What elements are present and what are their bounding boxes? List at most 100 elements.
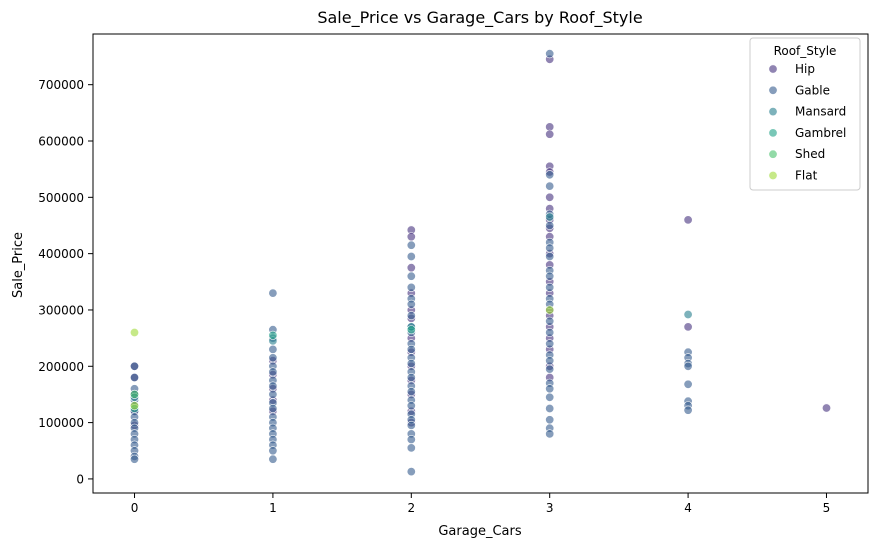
data-point-gable-95 xyxy=(683,405,693,415)
data-point-mansard-3 xyxy=(545,212,555,222)
data-point-gable-27 xyxy=(268,403,278,413)
data-point-gable-1 xyxy=(130,372,140,382)
y-tick-label: 0 xyxy=(76,472,84,486)
data-point-gable-20 xyxy=(268,353,278,363)
data-point-gable-91 xyxy=(683,361,693,371)
data-point-hip-46 xyxy=(821,403,831,413)
data-point-gambrel-1 xyxy=(268,330,278,340)
data-point-gable-80 xyxy=(545,364,555,374)
data-point-gable-15 xyxy=(130,454,140,464)
data-point-hip-25 xyxy=(545,129,555,139)
legend-marker-gambrel xyxy=(768,128,778,138)
data-point-shed-0 xyxy=(130,389,140,399)
x-tick-label: 5 xyxy=(823,501,831,515)
data-point-gable-68 xyxy=(545,243,555,253)
data-point-gable-62 xyxy=(545,49,555,59)
data-point-gable-41 xyxy=(406,299,416,309)
data-point-gable-85 xyxy=(545,415,555,425)
data-point-gable-64 xyxy=(545,181,555,191)
legend-label-flat: Flat xyxy=(795,169,818,183)
data-point-gable-57 xyxy=(406,420,416,430)
data-point-hip-11 xyxy=(406,232,416,242)
legend-label-hip: Hip xyxy=(795,62,815,76)
data-point-gable-0 xyxy=(130,361,140,371)
data-point-gable-52 xyxy=(406,387,416,397)
legend-title: Roof_Style xyxy=(774,44,837,58)
legend-label-gambrel: Gambrel xyxy=(795,126,846,140)
legend-label-shed: Shed xyxy=(795,147,825,161)
data-point-gable-35 xyxy=(268,454,278,464)
data-point-gable-25 xyxy=(268,389,278,399)
legend-label-gable: Gable xyxy=(795,83,830,97)
data-point-gable-19 xyxy=(268,344,278,354)
data-point-gable-36 xyxy=(406,240,416,250)
data-point-gable-39 xyxy=(406,282,416,292)
data-point-hip-44 xyxy=(683,215,693,225)
y-axis: 0 100000 200000 300000 400000 500000 600000 700… xyxy=(38,78,93,486)
data-point-gable-79 xyxy=(545,356,555,366)
y-axis-label: Sale_Price xyxy=(11,232,26,298)
data-point-gable-84 xyxy=(545,403,555,413)
data-point-gable-61 xyxy=(406,467,416,477)
data-point-gable-76 xyxy=(545,327,555,337)
data-point-gable-66 xyxy=(545,221,555,231)
data-point-hip-12 xyxy=(406,263,416,273)
x-tick-label: 3 xyxy=(546,501,554,515)
y-tick-label: 600000 xyxy=(38,135,84,149)
data-point-gable-54 xyxy=(406,401,416,411)
data-point-gable-69 xyxy=(545,252,555,262)
data-point-flat-0 xyxy=(130,327,140,337)
data-point-mansard-4 xyxy=(683,309,693,319)
data-point-gable-38 xyxy=(406,271,416,281)
data-point-gable-72 xyxy=(545,282,555,292)
data-point-hip-45 xyxy=(683,322,693,332)
data-point-gable-48 xyxy=(406,358,416,368)
legend-marker-hip xyxy=(768,64,778,74)
y-tick-label: 100000 xyxy=(38,416,84,430)
x-tick-label: 2 xyxy=(407,501,415,515)
x-axis: 0 1 2 3 4 5 xyxy=(131,493,831,515)
plot-frame xyxy=(92,33,869,494)
data-point-gable-59 xyxy=(406,434,416,444)
data-points xyxy=(130,49,831,477)
data-point-gable-34 xyxy=(268,446,278,456)
y-tick-label: 500000 xyxy=(38,191,84,205)
data-point-gable-63 xyxy=(545,170,555,180)
y-tick-label: 200000 xyxy=(38,360,84,374)
data-point-flat-2 xyxy=(545,305,555,315)
data-point-gable-46 xyxy=(406,344,416,354)
data-point-gable-83 xyxy=(545,392,555,402)
x-tick-label: 0 xyxy=(131,501,139,515)
x-tick-label: 1 xyxy=(269,501,277,515)
legend: Roof_Style Hip Gable Mansard Gambrel Shed Flat xyxy=(749,37,861,191)
data-point-gable-87 xyxy=(545,429,555,439)
x-axis-label: Garage_Cars xyxy=(438,524,521,539)
data-point-gable-60 xyxy=(406,443,416,453)
data-point-gable-82 xyxy=(545,384,555,394)
legend-marker-mansard xyxy=(768,107,778,117)
data-point-hip-28 xyxy=(545,192,555,202)
data-point-gable-42 xyxy=(406,311,416,321)
legend-marker-gable xyxy=(768,85,778,95)
data-point-gable-92 xyxy=(683,379,693,389)
y-tick-label: 300000 xyxy=(38,303,84,317)
data-point-gable-16 xyxy=(268,288,278,298)
data-point-flat-1 xyxy=(130,401,140,411)
data-point-gambrel-2 xyxy=(406,325,416,335)
legend-marker-shed xyxy=(768,149,778,159)
data-point-gable-77 xyxy=(545,339,555,349)
data-point-gable-75 xyxy=(545,316,555,326)
y-tick-label: 700000 xyxy=(38,78,84,92)
data-point-gable-22 xyxy=(268,367,278,377)
chart-title: Sale_Price vs Garage_Cars by Roof_Style xyxy=(317,8,642,28)
legend-marker-flat xyxy=(768,171,778,181)
data-point-gable-37 xyxy=(406,252,416,262)
legend-label-mansard: Mansard xyxy=(795,105,846,119)
data-point-gable-71 xyxy=(545,271,555,281)
legend-box xyxy=(749,37,861,191)
x-tick-label: 4 xyxy=(684,501,692,515)
data-point-gable-50 xyxy=(406,372,416,382)
y-tick-label: 400000 xyxy=(38,247,84,261)
data-point-gable-24 xyxy=(268,381,278,391)
